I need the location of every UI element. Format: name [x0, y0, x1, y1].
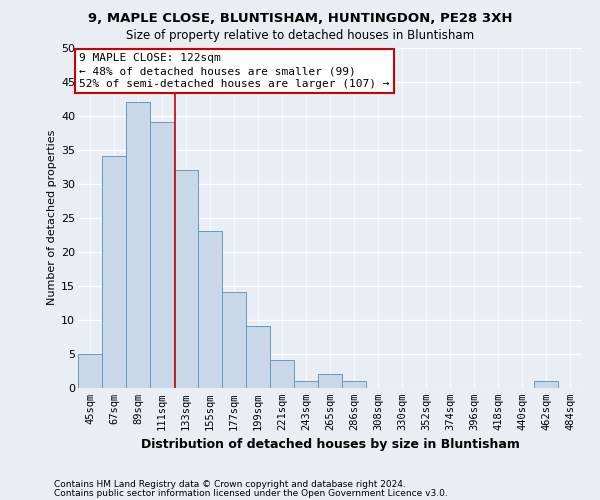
Bar [294, 380, 318, 388]
Bar [102, 156, 126, 388]
Y-axis label: Number of detached properties: Number of detached properties [47, 130, 57, 305]
Text: Contains public sector information licensed under the Open Government Licence v3: Contains public sector information licen… [54, 490, 448, 498]
Bar [534, 380, 558, 388]
Text: Contains HM Land Registry data © Crown copyright and database right 2024.: Contains HM Land Registry data © Crown c… [54, 480, 406, 489]
Bar [318, 374, 342, 388]
Text: 9 MAPLE CLOSE: 122sqm
← 48% of detached houses are smaller (99)
52% of semi-deta: 9 MAPLE CLOSE: 122sqm ← 48% of detached … [79, 53, 390, 90]
Bar [222, 292, 246, 388]
Bar [342, 380, 366, 388]
Bar [150, 122, 174, 388]
Bar [78, 354, 102, 388]
Bar [198, 231, 222, 388]
Bar [246, 326, 270, 388]
Bar [126, 102, 150, 388]
Text: Size of property relative to detached houses in Bluntisham: Size of property relative to detached ho… [126, 29, 474, 42]
Bar [174, 170, 198, 388]
X-axis label: Distribution of detached houses by size in Bluntisham: Distribution of detached houses by size … [140, 438, 520, 451]
Bar [270, 360, 294, 388]
Text: 9, MAPLE CLOSE, BLUNTISHAM, HUNTINGDON, PE28 3XH: 9, MAPLE CLOSE, BLUNTISHAM, HUNTINGDON, … [88, 12, 512, 26]
